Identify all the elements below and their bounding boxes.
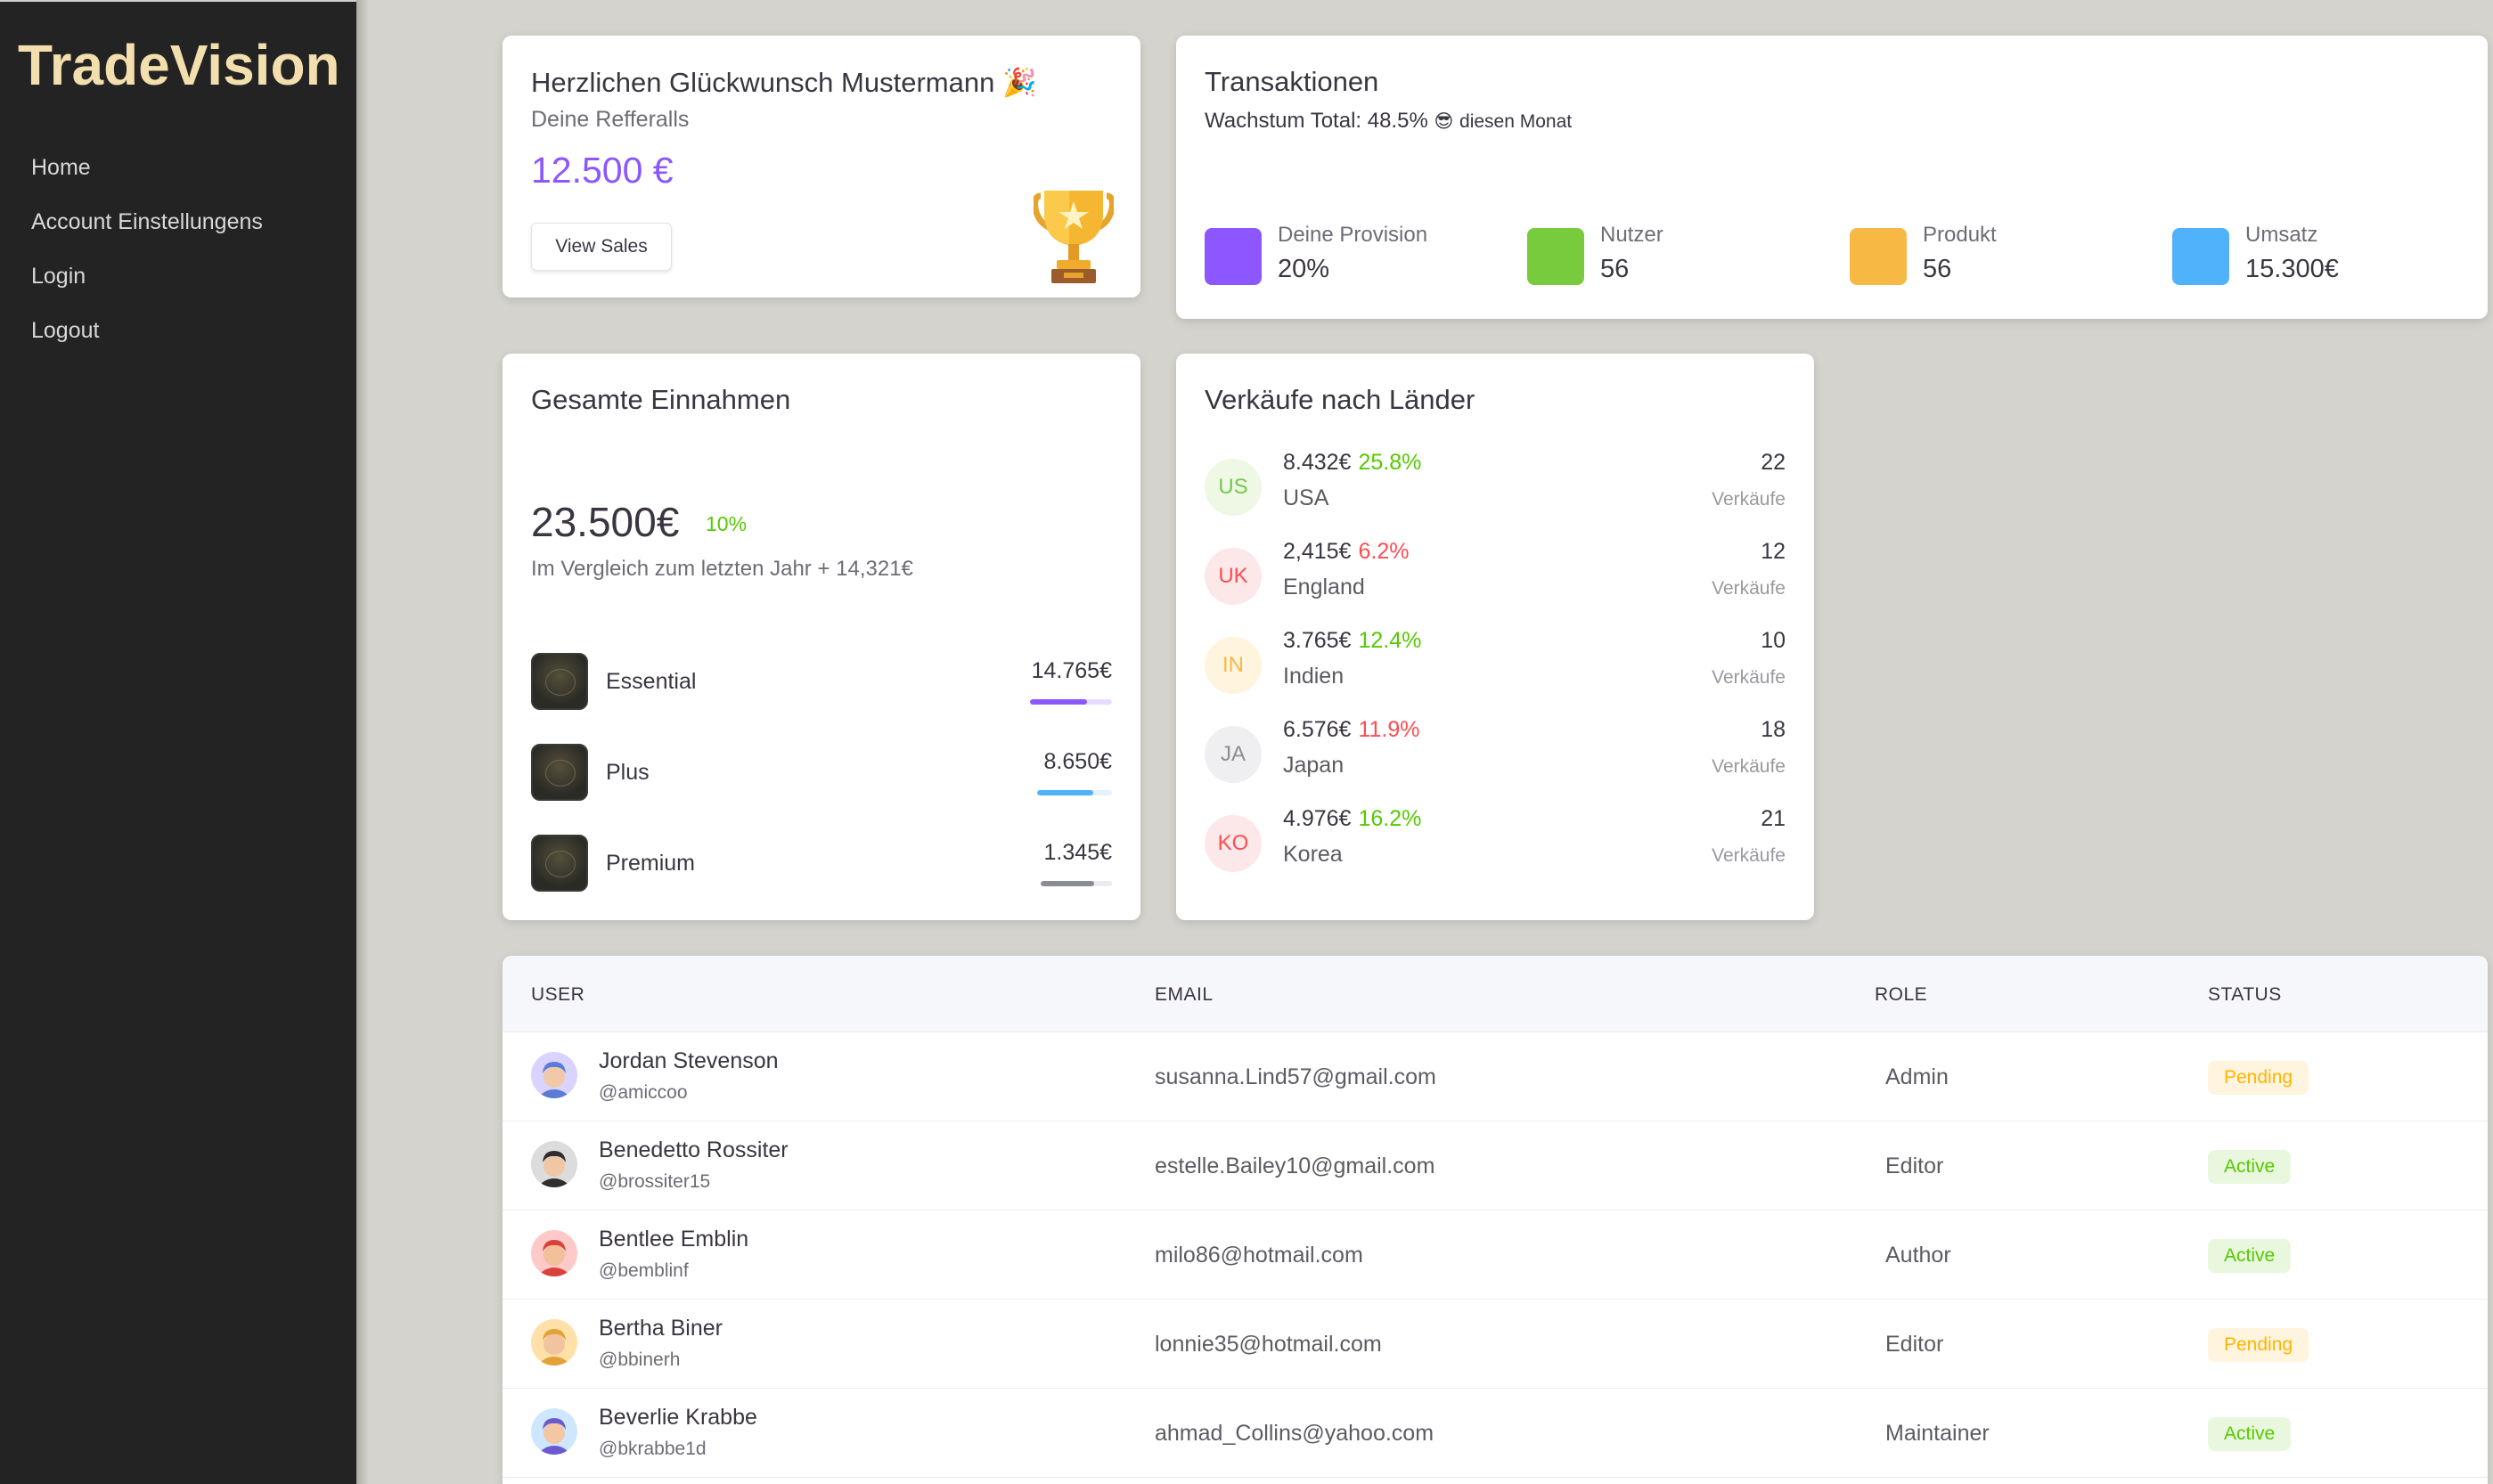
revenue-change: 10% [706, 512, 748, 535]
congrats-subtitle: Deine Refferalls [531, 107, 690, 132]
plan-progress-bar [1037, 790, 1112, 795]
user-avatar [531, 1408, 577, 1455]
table-row[interactable]: Bentlee Emblin @bemblinf milo86@hotmail.… [503, 1211, 2488, 1300]
country-avatar: JA [1205, 726, 1262, 783]
nav-logout[interactable]: Logout [31, 318, 100, 343]
table-row[interactable]: Jordan Stevenson @amiccoo susanna.Lind57… [503, 1032, 2488, 1121]
plan-thumbnail [531, 744, 588, 801]
country-percent: 12.4% [1358, 628, 1422, 653]
congrats-title: Herzlichen Glückwunsch Mustermann 🎉 [531, 67, 1037, 98]
table-row[interactable]: Beverlie Krabbe @bkrabbe1d ahmad_Collins… [503, 1389, 2488, 1478]
user-avatar [531, 1141, 577, 1187]
table-header: USER EMAIL ROLE STATUS [503, 956, 2488, 1032]
column-header-email[interactable]: EMAIL [1155, 984, 1214, 1005]
revenue-total: 23.500€ [531, 499, 680, 545]
status-badge: Active [2208, 1417, 2292, 1451]
sidebar-nav: Home Account Einstellungens Login Logout [31, 150, 263, 367]
table-row[interactable]: Benedetto Rossiter @brossiter15 estelle.… [503, 1121, 2488, 1211]
plan-thumbnail [531, 835, 588, 892]
nav-home[interactable]: Home [31, 155, 91, 180]
country-row-ja[interactable]: JA 6.576€ 11.9% Japan 18 Verkäufe [1205, 717, 1786, 788]
status-badge: Pending [2208, 1328, 2309, 1362]
country-percent: 25.8% [1358, 450, 1422, 475]
nav-login[interactable]: Login [31, 264, 86, 289]
trophy-icon [1034, 191, 1114, 283]
countries-title: Verkäufe nach Länder [1205, 384, 1475, 415]
status-badge: Active [2208, 1239, 2292, 1273]
country-percent: 6.2% [1358, 539, 1410, 564]
transactions-title: Transaktionen [1205, 66, 1379, 97]
revenue-title: Gesamte Einnahmen [531, 384, 791, 415]
plan-row-premium[interactable]: Premium 1.345€ [531, 835, 1112, 893]
status-badge: Pending [2208, 1061, 2309, 1095]
products-color-icon [1850, 228, 1907, 285]
country-avatar: UK [1205, 548, 1262, 605]
column-header-status[interactable]: STATUS [2208, 984, 2282, 1005]
revenue-color-icon [2172, 228, 2229, 285]
sales-by-country-card: Verkäufe nach Länder US 8.432€ 25.8% USA … [1176, 354, 1814, 920]
country-percent: 16.2% [1358, 806, 1422, 831]
revenue-comparison: Im Vergleich zum letzten Jahr + 14,321€ [531, 557, 913, 581]
country-row-us[interactable]: US 8.432€ 25.8% USA 22 Verkäufe [1205, 450, 1786, 521]
referral-amount: 12.500 € [531, 150, 674, 191]
country-percent: 11.9% [1358, 717, 1420, 742]
plan-progress-bar [1041, 881, 1112, 886]
table-row[interactable]: Bertha Biner @bbinerh lonnie35@hotmail.c… [503, 1300, 2488, 1389]
plan-progress-bar [1030, 699, 1112, 705]
user-avatar [531, 1319, 577, 1366]
country-avatar: IN [1205, 637, 1262, 694]
sunglasses-icon: 😎 [1434, 111, 1454, 132]
view-sales-button[interactable]: View Sales [531, 223, 672, 271]
party-popper-icon: 🎉 [1001, 67, 1037, 98]
provision-color-icon [1205, 228, 1262, 285]
plan-row-plus[interactable]: Plus 8.650€ [531, 744, 1112, 803]
column-header-role[interactable]: ROLE [1875, 984, 1928, 1005]
user-avatar [531, 1230, 577, 1276]
brand-logo[interactable]: TradeVision [18, 33, 340, 97]
sidebar: TradeVision Home Account Einstellungens … [0, 0, 356, 1484]
total-revenue-card: Gesamte Einnahmen 23.500€ 10% Im Verglei… [503, 354, 1140, 920]
growth-summary: Wachstum Total: 48.5% 😎 diesen Monat [1205, 109, 1573, 133]
transactions-card: Transaktionen Wachstum Total: 48.5% 😎 di… [1176, 36, 2488, 319]
nav-account-settings[interactable]: Account Einstellungens [31, 209, 263, 234]
country-avatar: US [1205, 459, 1262, 516]
column-header-user[interactable]: USER [531, 984, 585, 1005]
country-row-ko[interactable]: KO 4.976€ 16.2% Korea 21 Verkäufe [1205, 806, 1786, 877]
status-badge: Active [2208, 1150, 2292, 1184]
country-row-in[interactable]: IN 3.765€ 12.4% Indien 10 Verkäufe [1205, 628, 1786, 699]
congrats-card: Herzlichen Glückwunsch Mustermann 🎉 Dein… [503, 36, 1140, 298]
country-row-uk[interactable]: UK 2,415€ 6.2% England 12 Verkäufe [1205, 539, 1786, 610]
users-color-icon [1527, 228, 1584, 285]
sidebar-shadow [356, 0, 369, 1484]
country-avatar: KO [1205, 815, 1262, 872]
users-table: USER EMAIL ROLE STATUS Jordan Stevenson … [503, 956, 2488, 1484]
plan-thumbnail [531, 653, 588, 710]
user-avatar [531, 1052, 577, 1098]
plan-row-essential[interactable]: Essential 14.765€ [531, 653, 1112, 712]
